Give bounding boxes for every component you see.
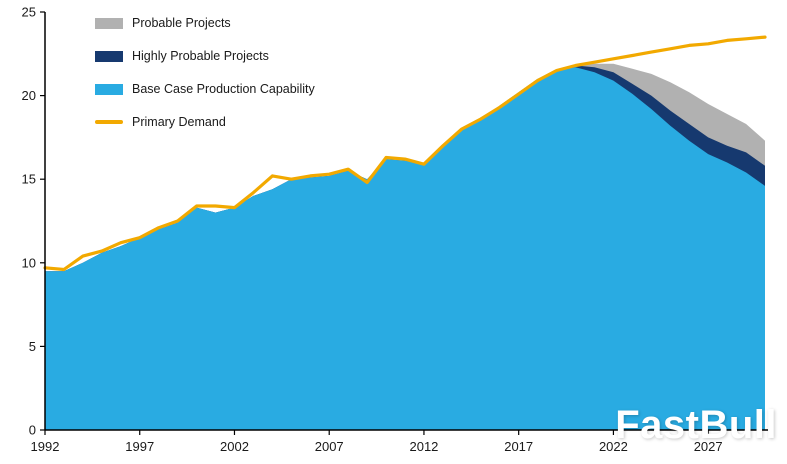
svg-text:5: 5: [29, 339, 36, 354]
svg-text:2012: 2012: [409, 439, 438, 454]
svg-text:1997: 1997: [125, 439, 154, 454]
base-case-swatch: [95, 83, 123, 95]
svg-text:20: 20: [22, 88, 36, 103]
legend-item-highly-probable-projects: Highly Probable Projects: [95, 49, 315, 63]
legend-item-probable-projects: Probable Projects: [95, 16, 315, 30]
legend-label-probable-projects: Probable Projects: [132, 16, 231, 30]
probable-projects-swatch: [95, 17, 123, 29]
legend-label-highly-probable-projects: Highly Probable Projects: [132, 49, 269, 63]
primary-demand-swatch: [95, 120, 123, 124]
chart-legend: Probable Projects Highly Probable Projec…: [95, 16, 315, 129]
svg-text:0: 0: [29, 423, 36, 438]
legend-label-base-case: Base Case Production Capability: [132, 82, 315, 96]
svg-text:25: 25: [22, 5, 36, 20]
svg-text:2007: 2007: [315, 439, 344, 454]
svg-text:2017: 2017: [504, 439, 533, 454]
fastbull-watermark: FastBull: [615, 403, 777, 447]
legend-label-primary-demand: Primary Demand: [132, 115, 226, 129]
svg-text:10: 10: [22, 255, 36, 270]
svg-text:2027: 2027: [694, 439, 723, 454]
svg-text:2002: 2002: [220, 439, 249, 454]
svg-text:15: 15: [22, 172, 36, 187]
svg-text:1992: 1992: [31, 439, 60, 454]
highly-probable-projects-swatch: [95, 50, 123, 62]
legend-item-base-case: Base Case Production Capability: [95, 82, 315, 96]
svg-text:2022: 2022: [599, 439, 628, 454]
legend-item-primary-demand: Primary Demand: [95, 115, 315, 129]
